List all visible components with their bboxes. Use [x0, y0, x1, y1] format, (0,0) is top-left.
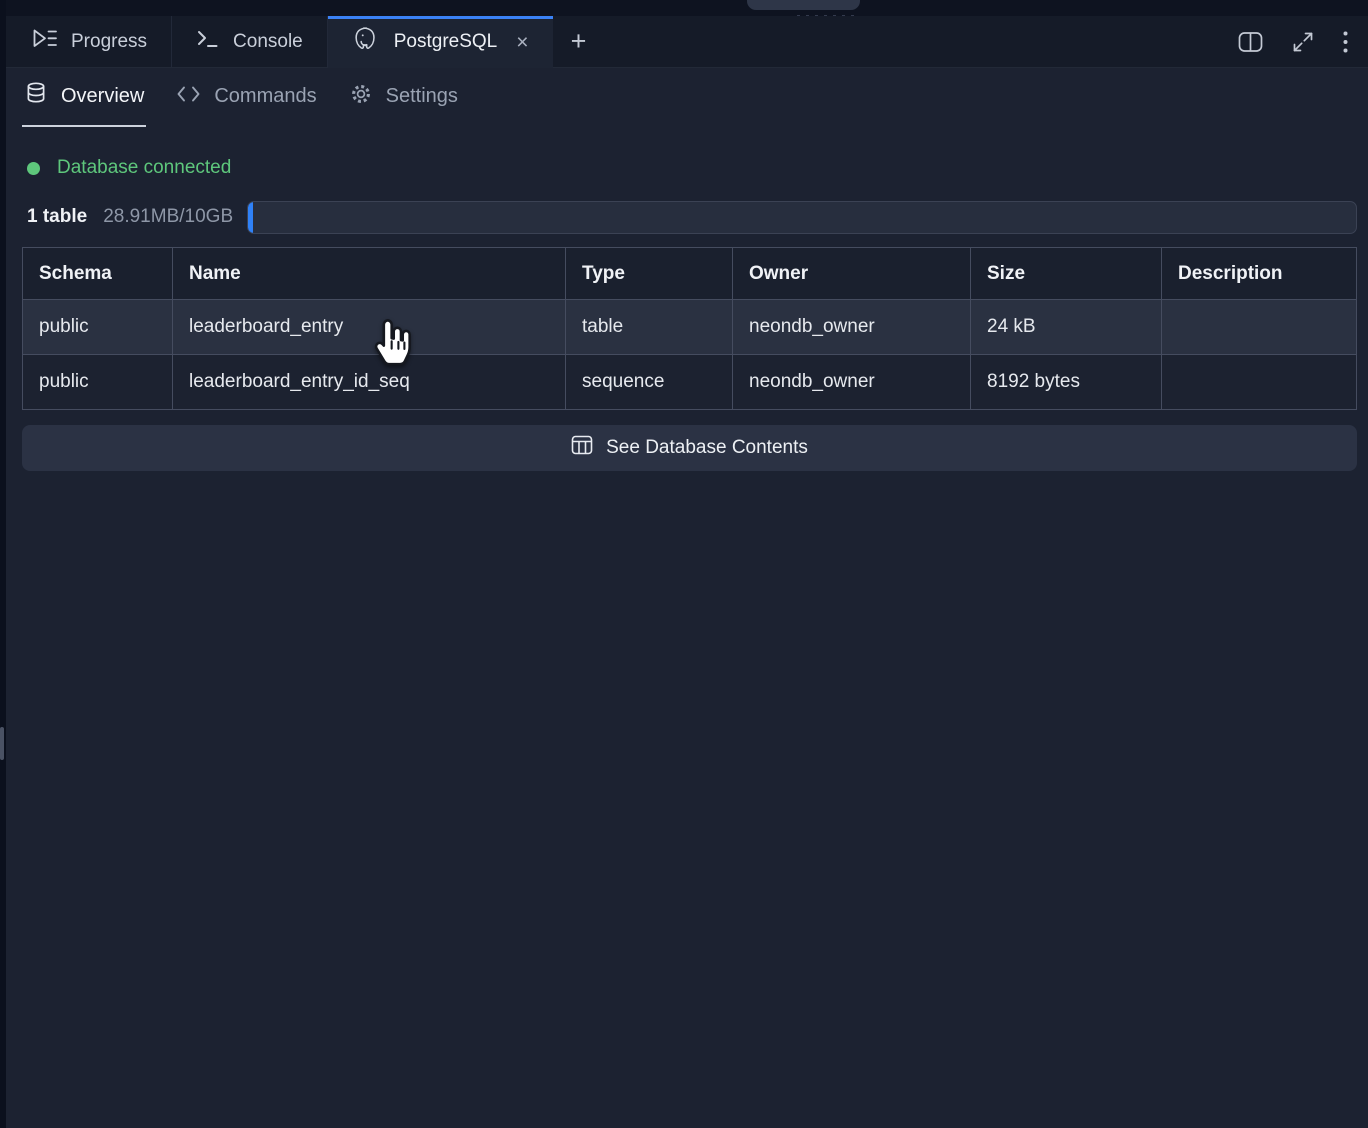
status-text: Database connected	[57, 157, 232, 178]
storage-summary: 1 table 28.91MB/10GB	[27, 200, 1357, 234]
subtab-label: Settings	[385, 85, 458, 107]
table-row-leaderboard-entry[interactable]: public leaderboard_entry table neondb_ow…	[22, 299, 1357, 355]
tab-bar: Progress Console PostgreSQL × +	[0, 16, 1368, 68]
button-label: See Database Contents	[606, 437, 808, 458]
tab-label: PostgreSQL	[393, 31, 498, 52]
window-top-strip	[0, 0, 1368, 18]
tab-progress[interactable]: Progress	[8, 16, 173, 67]
column-header-schema: Schema	[22, 247, 173, 300]
subtab-bar: Overview Commands Settings	[0, 68, 1368, 127]
hand-cursor-icon	[374, 319, 411, 366]
postgresql-elephant-icon	[352, 25, 381, 60]
overflow-menu-icon[interactable]	[1343, 31, 1348, 53]
status-dot-icon	[27, 161, 40, 175]
cell-owner: neondb_owner	[732, 354, 971, 410]
postgresql-panel: Overview Commands Settings	[0, 68, 1368, 1128]
cell-type: sequence	[565, 354, 733, 410]
cell-owner: neondb_owner	[732, 299, 971, 355]
tab-console[interactable]: Console	[172, 16, 328, 67]
cell-type: table	[565, 299, 733, 355]
cell-description	[1161, 299, 1357, 355]
storage-usage: 28.91MB/10GB	[103, 206, 234, 227]
pane-resize-handle[interactable]	[0, 727, 4, 760]
new-tab-button[interactable]: +	[570, 26, 587, 56]
column-header-name: Name	[172, 247, 566, 300]
cell-schema: public	[22, 354, 173, 410]
cell-name: leaderboard_entry_id_seq	[172, 354, 566, 410]
tab-label: Progress	[71, 30, 148, 52]
subtab-label: Overview	[61, 85, 145, 107]
database-icon	[24, 81, 48, 112]
cell-schema: public	[22, 299, 173, 355]
tab-label: Console	[233, 30, 303, 52]
pane-actions	[1238, 16, 1368, 67]
storage-progress-fill	[248, 201, 254, 233]
cell-name: leaderboard_entry	[172, 299, 566, 355]
subtab-settings[interactable]: Settings	[347, 68, 460, 127]
table-grid-icon	[571, 435, 593, 461]
see-database-contents-button[interactable]: See Database Contents	[22, 425, 1357, 471]
progress-icon	[32, 28, 58, 55]
cell-size: 8192 bytes	[970, 354, 1162, 410]
storage-progress-bar	[247, 200, 1357, 234]
code-icon	[176, 84, 201, 110]
cell-description	[1161, 354, 1357, 410]
column-header-size: Size	[970, 247, 1162, 300]
floating-toolbar-pill	[747, 0, 860, 10]
overview-content: Database connected 1 table 28.91MB/10GB …	[0, 157, 1368, 471]
column-header-type: Type	[565, 247, 733, 300]
close-tab-icon[interactable]: ×	[516, 30, 529, 54]
table-header-row: Schema Name Type Owner Size Description	[22, 247, 1357, 300]
terminal-icon	[196, 29, 220, 55]
left-pane-divider	[0, 0, 6, 1128]
table-row-leaderboard-entry-id-seq[interactable]: public leaderboard_entry_id_seq sequence…	[22, 354, 1357, 410]
subtab-overview[interactable]: Overview	[22, 68, 147, 127]
subtab-commands[interactable]: Commands	[174, 68, 318, 127]
table-count: 1 table	[27, 206, 88, 227]
tab-postgresql[interactable]: PostgreSQL ×	[327, 16, 553, 68]
database-objects-table: Schema Name Type Owner Size Description …	[22, 247, 1357, 410]
connection-status: Database connected	[27, 157, 1357, 179]
gear-icon	[349, 82, 373, 112]
cell-size: 24 kB	[970, 299, 1162, 355]
expand-icon[interactable]	[1291, 30, 1315, 54]
subtab-label: Commands	[214, 85, 317, 107]
split-pane-icon[interactable]	[1238, 31, 1263, 53]
column-header-description: Description	[1161, 247, 1357, 300]
column-header-owner: Owner	[732, 247, 971, 300]
